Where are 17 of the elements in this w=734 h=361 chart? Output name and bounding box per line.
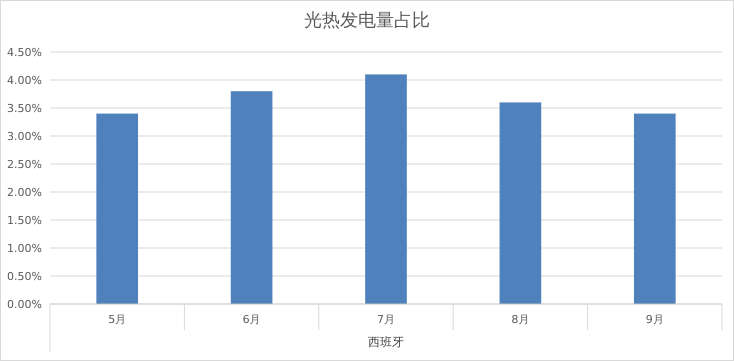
y-tick-label: 0.00% [7, 298, 42, 311]
y-tick-label: 0.50% [7, 270, 42, 283]
y-tick-label: 1.50% [7, 214, 42, 227]
x-axis-title: 西班牙 [368, 335, 404, 349]
x-tick-label: 7月 [377, 313, 395, 326]
y-tick-label: 4.50% [7, 46, 42, 59]
y-tick-label: 2.50% [7, 158, 42, 171]
y-tick-label: 2.00% [7, 186, 42, 199]
chart-title: 光热发电量占比 [304, 10, 430, 31]
x-tick-label: 8月 [511, 313, 530, 326]
y-tick-label: 3.00% [7, 130, 42, 143]
x-tick-label: 6月 [242, 313, 261, 326]
x-tick-label: 5月 [108, 313, 126, 326]
y-tick-label: 4.00% [7, 74, 42, 87]
x-tick-label: 9月 [646, 313, 664, 326]
y-tick-label: 1.00% [7, 242, 42, 255]
y-tick-label: 3.50% [7, 102, 42, 115]
